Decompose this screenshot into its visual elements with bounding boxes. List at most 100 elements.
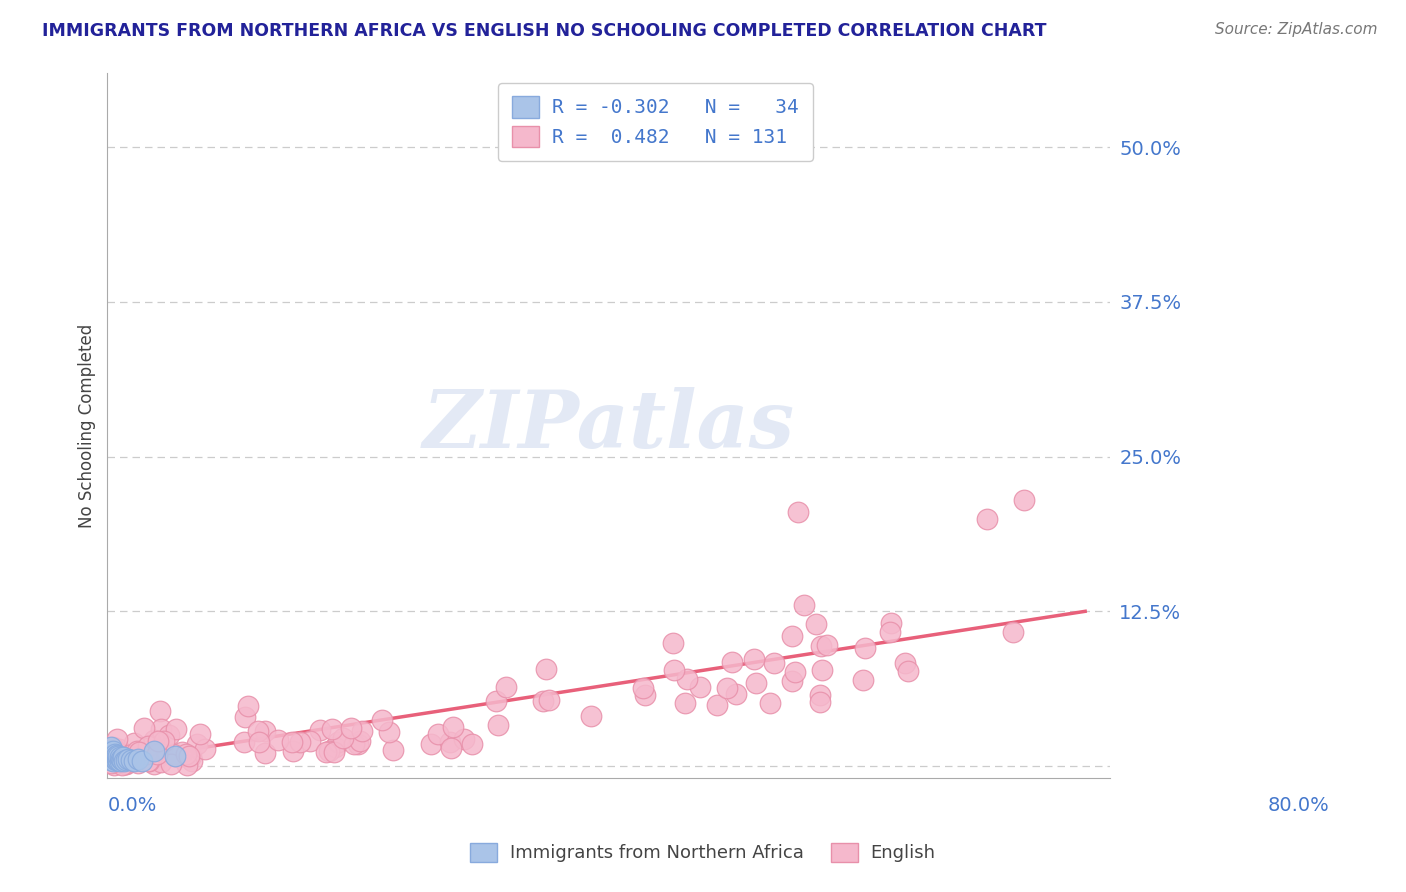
Text: 80.0%: 80.0%: [1268, 796, 1330, 815]
Point: [142, 744, 165, 758]
Point: [453, 732, 475, 747]
Legend: Immigrants from Northern Africa, English: Immigrants from Northern Africa, English: [463, 836, 943, 870]
Point: [114, 753, 136, 767]
Point: [107, 749, 129, 764]
Point: [103, 745, 125, 759]
Point: [117, 748, 139, 763]
Point: [419, 737, 441, 751]
Point: [634, 688, 657, 702]
Point: [179, 748, 201, 763]
Point: [146, 750, 169, 764]
Point: [100, 749, 122, 764]
Point: [165, 722, 187, 736]
Point: [326, 735, 349, 749]
Point: [105, 753, 128, 767]
Point: [127, 753, 149, 767]
Point: [381, 743, 404, 757]
Point: [159, 756, 181, 771]
Point: [112, 750, 135, 764]
Point: [721, 655, 744, 669]
Point: [780, 674, 803, 689]
Point: [461, 737, 484, 751]
Text: IMMIGRANTS FROM NORTHERN AFRICA VS ENGLISH NO SCHOOLING COMPLETED CORRELATION CH: IMMIGRANTS FROM NORTHERN AFRICA VS ENGLI…: [42, 22, 1046, 40]
Point: [143, 733, 166, 747]
Point: [124, 750, 146, 764]
Point: [108, 756, 131, 770]
Point: [323, 746, 346, 760]
Point: [247, 735, 270, 749]
Point: [793, 598, 815, 612]
Point: [439, 734, 461, 748]
Point: [104, 753, 127, 767]
Point: [780, 629, 803, 643]
Point: [893, 656, 915, 670]
Point: [104, 747, 127, 761]
Point: [332, 731, 354, 745]
Point: [128, 745, 150, 759]
Point: [283, 744, 305, 758]
Point: [136, 754, 159, 768]
Point: [724, 688, 747, 702]
Y-axis label: No Schooling Completed: No Schooling Completed: [79, 324, 96, 528]
Point: [976, 511, 998, 525]
Point: [97, 744, 120, 758]
Point: [131, 754, 153, 768]
Point: [662, 663, 685, 677]
Point: [162, 747, 184, 762]
Point: [811, 664, 834, 678]
Text: 0.0%: 0.0%: [107, 796, 156, 815]
Point: [531, 694, 554, 708]
Point: [1001, 624, 1024, 639]
Point: [136, 739, 159, 753]
Point: [138, 754, 160, 768]
Point: [104, 751, 127, 765]
Point: [342, 737, 364, 751]
Point: [152, 734, 174, 748]
Text: ZIPatlas: ZIPatlas: [422, 387, 794, 465]
Point: [852, 673, 875, 687]
Point: [101, 739, 124, 754]
Point: [121, 753, 143, 767]
Point: [101, 747, 124, 762]
Point: [233, 709, 256, 723]
Point: [879, 625, 901, 640]
Point: [349, 734, 371, 748]
Point: [194, 742, 217, 756]
Point: [105, 751, 128, 765]
Point: [180, 748, 202, 763]
Point: [377, 725, 399, 739]
Point: [745, 676, 768, 690]
Point: [280, 734, 302, 748]
Point: [853, 641, 876, 656]
Point: [662, 636, 685, 650]
Point: [315, 745, 337, 759]
Point: [135, 747, 157, 761]
Point: [101, 750, 124, 764]
Point: [309, 723, 332, 737]
Point: [117, 751, 139, 765]
Point: [188, 726, 211, 740]
Point: [163, 749, 186, 764]
Point: [132, 744, 155, 758]
Point: [254, 747, 277, 761]
Point: [181, 755, 204, 769]
Point: [97, 749, 120, 764]
Point: [149, 705, 172, 719]
Text: Source: ZipAtlas.com: Source: ZipAtlas.com: [1215, 22, 1378, 37]
Point: [808, 695, 831, 709]
Point: [146, 747, 169, 761]
Point: [142, 757, 165, 772]
Point: [484, 694, 506, 708]
Legend: R = -0.302   N =   34, R =  0.482   N = 131: R = -0.302 N = 34, R = 0.482 N = 131: [498, 83, 813, 161]
Point: [100, 740, 122, 755]
Point: [783, 665, 806, 680]
Point: [534, 662, 557, 676]
Point: [897, 664, 920, 678]
Point: [579, 709, 602, 723]
Point: [107, 753, 129, 767]
Point: [340, 721, 363, 735]
Point: [105, 747, 128, 762]
Point: [103, 749, 125, 764]
Point: [100, 753, 122, 767]
Point: [426, 727, 449, 741]
